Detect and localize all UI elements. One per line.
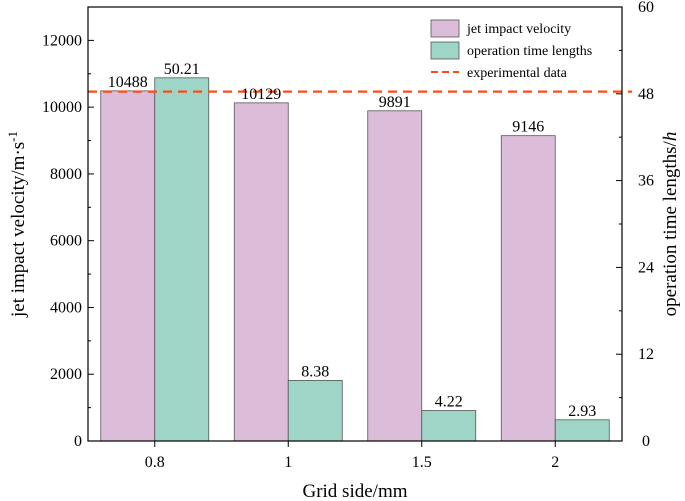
right-y-tick-label-2: 24 [638, 259, 654, 276]
right-y-tick-label-4: 48 [638, 86, 654, 103]
left-y-tick-label-1: 2000 [50, 366, 82, 383]
legend-swatch-operation-time-lengths [430, 41, 460, 60]
right-y-axis-title-main: operation time lengths/ [660, 140, 681, 316]
right-y-axis-title: operation time lengths/h [660, 132, 681, 317]
right-y-tick-label-5: 60 [638, 0, 654, 16]
data-label-time-0: 50.21 [164, 61, 200, 78]
left-y-tick-label-0: 0 [74, 433, 82, 450]
data-label-time-1: 8.38 [301, 363, 329, 380]
data-label-velocity-3: 9146 [512, 119, 544, 136]
left-y-axis-title-superscript: -1 [5, 131, 20, 142]
legend-label-experimental-data: experimental data [467, 66, 568, 81]
left-y-axis-title-main: jet impact velocity/m·s [8, 142, 29, 318]
left-y-tick-label-2: 4000 [50, 299, 82, 316]
right-y-tick-label-3: 36 [638, 173, 654, 190]
x-tick-label-1: 1 [284, 454, 292, 471]
legend-swatch-jet-impact-velocity [430, 19, 460, 38]
bar-velocity-1 [233, 102, 289, 442]
right-y-axis-title-unit: h [660, 132, 681, 142]
bar-time-0 [154, 77, 210, 442]
bar-time-2 [421, 410, 477, 442]
legend-label-jet-impact-velocity: jet impact velocity [466, 22, 571, 37]
bar-velocity-2 [367, 110, 423, 442]
left-y-tick-label-4: 8000 [50, 166, 82, 183]
data-label-velocity-2: 9891 [379, 94, 411, 111]
bar-velocity-0 [100, 90, 156, 442]
left-y-tick-label-3: 6000 [50, 233, 82, 250]
legend: jet impact velocity operation time lengt… [414, 14, 619, 84]
data-label-velocity-0: 10488 [108, 74, 148, 91]
right-y-tick-label-1: 12 [638, 346, 654, 363]
left-y-axis-title: jet impact velocity/m·s-1 [5, 131, 30, 318]
data-label-time-2: 4.22 [435, 393, 463, 410]
x-tick-label-2: 1.5 [412, 454, 432, 471]
left-y-tick-label-5: 10000 [42, 99, 82, 116]
legend-label-operation-time-lengths: operation time lengths [467, 44, 592, 59]
right-y-tick-label-0: 0 [642, 433, 650, 450]
data-label-velocity-1: 10129 [241, 86, 281, 103]
bars-layer [100, 77, 610, 442]
ticks-layer: 0.8 1 1.5 2 0 2000 4000 6000 8000 10000 12000 0 12 24… [42, 0, 654, 471]
data-labels-layer: 10488 50.21 10129 8.38 9891 4.22 9146 2.93 [108, 61, 597, 420]
x-tick-label-3: 2 [551, 454, 559, 471]
x-axis-title: Grid side/mm [302, 481, 407, 501]
x-tick-label-0: 0.8 [145, 454, 165, 471]
left-y-tick-label-6: 12000 [42, 32, 82, 49]
bar-time-3 [554, 419, 610, 442]
data-label-time-3: 2.93 [568, 403, 596, 420]
bar-time-1 [287, 379, 343, 442]
bar-velocity-3 [500, 135, 556, 442]
